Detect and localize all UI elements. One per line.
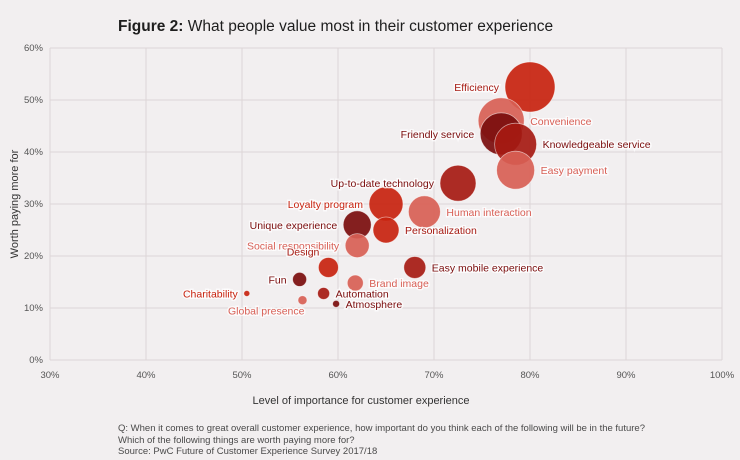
x-axis-title: Level of importance for customer experie… — [252, 395, 469, 407]
label-charitability: Charitability — [183, 288, 239, 300]
grid-lines — [49, 47, 723, 361]
x-tick-label: 80% — [520, 370, 540, 381]
label-friendly-service: Friendly service — [401, 129, 475, 141]
bubble-human-interaction — [407, 195, 441, 229]
y-tick-label: 0% — [29, 355, 43, 366]
label-personalization: Personalization — [405, 225, 477, 237]
bubble-atmosphere — [332, 299, 340, 308]
label-unique-experience: Unique experience — [250, 220, 338, 232]
label-easy-payment: Easy payment — [541, 165, 608, 177]
x-tick-label: 40% — [136, 370, 156, 381]
y-axis-title: Worth paying more for — [9, 149, 21, 258]
figure-caption: What people value most in their customer… — [187, 18, 554, 35]
label-global-presence: Global presence — [228, 306, 305, 318]
y-tick-label: 20% — [24, 251, 44, 262]
chart-title: Figure 2: What people value most in thei… — [118, 18, 553, 36]
label-knowledgeable-service: Knowledgeable service — [543, 139, 651, 151]
bubble-efficiency — [504, 61, 556, 113]
label-automation: Automation — [336, 288, 389, 300]
y-tick-label: 40% — [24, 147, 44, 158]
x-tick-label: 30% — [40, 370, 60, 381]
bubble-up-to-date-technology — [439, 164, 477, 202]
figure-number: Figure 2: — [118, 18, 184, 35]
label-efficiency: Efficiency — [454, 82, 499, 94]
x-tick-label: 100% — [710, 370, 735, 381]
bubble-charitability — [243, 290, 251, 297]
source-line: Source: PwC Future of Customer Experienc… — [118, 446, 378, 457]
y-tick-label: 60% — [24, 43, 44, 54]
x-tick-label: 90% — [616, 370, 636, 381]
bubble-brand-image — [346, 274, 364, 292]
chart-notes: Q: When it comes to great overall custom… — [118, 423, 645, 458]
bubble-design — [317, 257, 339, 278]
y-tick-label: 50% — [24, 95, 44, 106]
label-convenience: Convenience — [530, 116, 591, 128]
bubble-personalization — [372, 216, 400, 244]
bubble-fun — [292, 271, 308, 287]
bubble-labels: Efficiency Convenience Friendly service Kno… — [181, 81, 652, 320]
y-tick-label: 10% — [24, 303, 44, 314]
x-tick-label: 70% — [424, 370, 444, 381]
label-loyalty-program: Loyalty program — [288, 199, 364, 211]
bubble-loyalty-program — [368, 186, 404, 222]
question-line-2: Which of the following things are worth … — [118, 434, 355, 446]
label-design: Design — [287, 246, 320, 258]
bubble-easy-payment — [496, 150, 535, 190]
label-atmosphere: Atmosphere — [346, 299, 403, 311]
bubble-automation — [317, 287, 331, 300]
bubble-global-presence — [297, 295, 308, 306]
x-tick-label: 60% — [328, 370, 348, 381]
x-tick-label: 50% — [232, 370, 252, 381]
bubble-easy-mobile-experience — [403, 256, 427, 279]
axis-ticks: 30% 40% 50% 60% 70% 80% 90% 100% 0% 10% 20% 30% 40% 5… — [24, 43, 735, 381]
label-human-interaction: Human interaction — [446, 207, 531, 219]
question-line-1: Q: When it comes to great overall custom… — [118, 423, 645, 434]
bubble-social-responsibility — [344, 233, 370, 259]
label-social-responsibility: Social responsibility — [247, 241, 340, 253]
label-up-to-date-technology: Up-to-date technology — [331, 178, 435, 190]
label-easy-mobile-experience: Easy mobile experience — [432, 262, 544, 274]
label-brand-image: Brand image — [369, 278, 429, 290]
y-tick-label: 30% — [24, 199, 44, 210]
label-fun: Fun — [269, 274, 287, 286]
bubbles — [243, 61, 556, 308]
